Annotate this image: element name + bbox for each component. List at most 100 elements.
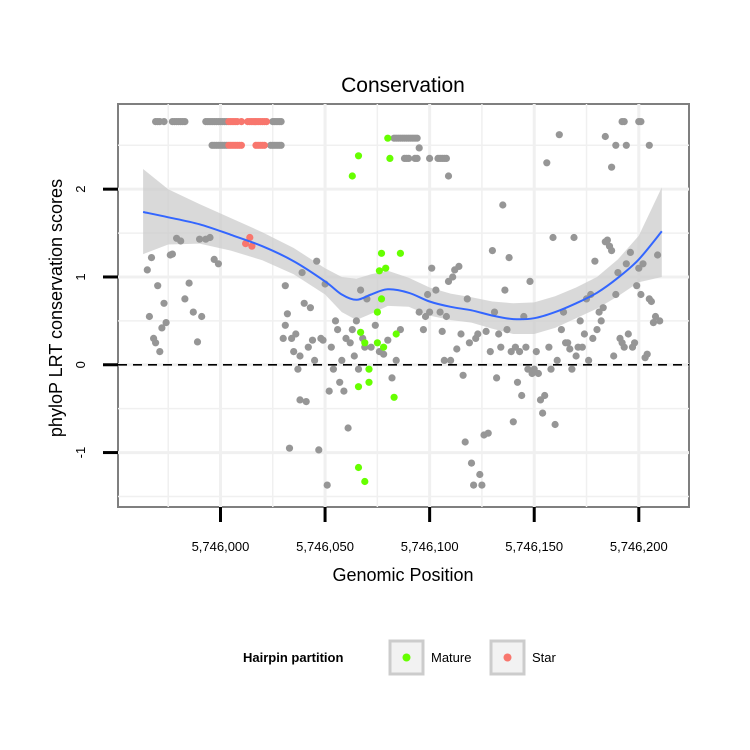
point-other [543,159,551,167]
point-other [367,343,375,351]
point-other [447,356,455,364]
point-other [459,371,467,379]
point-mature [348,172,356,180]
point-other [392,356,400,364]
point-other [336,378,344,386]
point-other [154,282,162,290]
point-other [631,339,639,347]
point-other [551,420,559,429]
point-other [214,260,222,268]
point-mature [365,378,373,386]
point-other [572,352,580,360]
point-other [499,201,507,209]
point-other [585,356,593,364]
x-axis: 5,746,000 5,746,050 5,746,100 5,746,150 5,74… [192,507,668,554]
point-other [455,262,463,270]
legend-label-star: Star [532,650,557,665]
point-other [442,312,450,321]
point-other [277,118,285,126]
point-other [639,260,647,268]
point-other [645,141,653,149]
data-points [143,118,664,489]
point-other [526,277,534,285]
point-other [285,444,294,452]
point-other [283,310,291,318]
legend-mature-dot [402,653,411,662]
point-other [281,321,289,329]
point-mature [357,328,365,336]
point-star [248,242,256,250]
point-mature [382,264,390,272]
point-star [237,141,245,149]
point-other [354,365,363,373]
point-other [323,481,331,489]
point-other [484,429,492,437]
point-other [656,317,664,325]
point-other [643,350,651,358]
point-other [647,297,656,306]
point-mature [373,308,381,316]
point-other [143,266,151,274]
point-other [564,339,572,347]
point-other [432,286,440,294]
point-other [516,348,524,356]
point-other [206,233,214,242]
point-other [152,339,160,347]
x-tick-label: 5,746,200 [610,539,668,554]
point-other [620,343,628,351]
point-other [413,134,421,142]
point-other [306,304,314,312]
point-other [509,418,517,426]
point-mature [380,343,388,351]
point-other [156,348,164,356]
point-other [308,336,317,344]
point-other [488,247,496,255]
point-other [371,321,379,329]
point-other [302,398,310,406]
point-other [505,254,513,262]
point-other [610,352,618,360]
point-other [612,290,620,299]
legend: Hairpin partition Mature Star [243,639,557,676]
point-other [380,350,388,358]
point-other [185,279,193,287]
point-other [160,118,168,126]
point-other [281,282,289,290]
point-mature [354,383,363,391]
point-other [196,235,204,243]
point-other [304,343,312,351]
point-mature [375,267,383,275]
point-other [608,247,616,255]
point-other [518,391,526,400]
point-other [160,299,168,307]
point-star [237,118,245,126]
point-other [162,319,170,327]
point-mature [354,152,363,160]
point-other [633,282,641,290]
point-other [319,336,327,344]
point-other [388,374,396,382]
point-other [534,369,543,378]
point-other [608,163,616,171]
point-other [277,141,285,149]
point-other [545,343,553,351]
legend-label-mature: Mature [431,650,471,665]
point-other [601,132,609,141]
point-other [181,295,189,303]
point-other [313,257,321,265]
point-other [532,348,540,356]
point-mature [365,365,373,373]
point-other [649,319,658,327]
point-mature [392,330,400,338]
point-other [428,264,436,272]
y-axis-label: phyloP LRT conservation scores [46,179,66,437]
point-mature [373,339,381,347]
smooth-trend-line [142,211,663,321]
point-other [444,172,453,180]
point-other [331,317,340,325]
point-other [467,459,476,467]
point-other [597,317,605,325]
point-other [493,374,501,382]
point-other [325,387,333,395]
